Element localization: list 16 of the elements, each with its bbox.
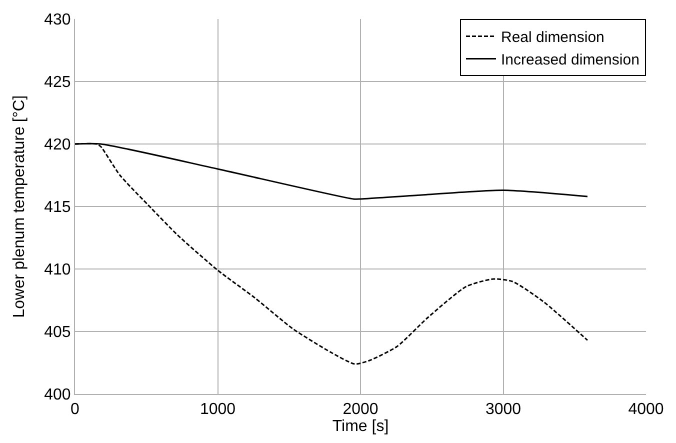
y-tick-label: 400 (44, 386, 71, 404)
legend-label: Real dimension (501, 29, 604, 46)
y-tick-label: 420 (44, 136, 71, 154)
x-tick-label: 4000 (628, 401, 664, 418)
y-tick-label: 430 (44, 12, 71, 29)
y-tick-label: 405 (44, 324, 71, 342)
x-tick-label: 1000 (200, 401, 236, 418)
y-tick-label: 415 (44, 199, 71, 216)
y-tick-label: 410 (44, 262, 71, 279)
y-axis-title: Lower plenum temperature [°C] (10, 95, 28, 318)
x-tick-label: 0 (70, 401, 80, 418)
legend-label: Increased dimension (501, 52, 640, 69)
x-tick-label: 3000 (485, 401, 522, 418)
x-axis-title: Time [s] (332, 418, 389, 436)
y-tick-label: 425 (44, 74, 71, 92)
x-tick-label: 2000 (342, 401, 378, 418)
